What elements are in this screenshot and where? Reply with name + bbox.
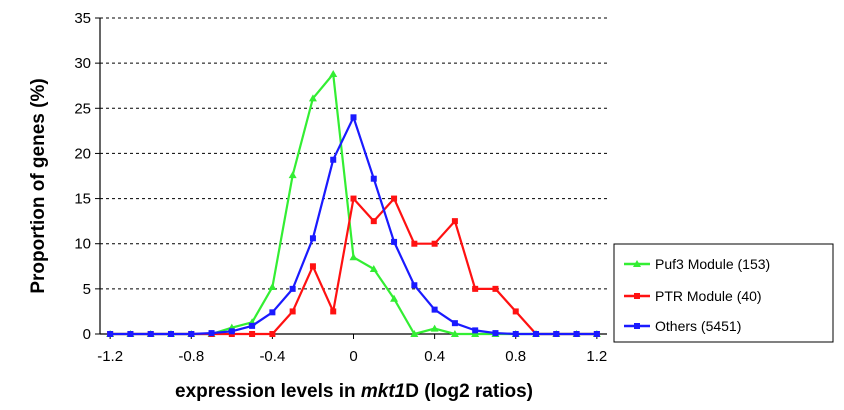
data-point	[451, 320, 458, 327]
data-point	[167, 331, 174, 337]
data-point	[228, 328, 235, 335]
legend-marker-square	[634, 323, 640, 329]
data-point	[369, 264, 378, 272]
x-axis-title-italic: mkt1	[361, 381, 405, 402]
data-point	[107, 331, 114, 337]
series-2	[107, 114, 600, 337]
data-point	[553, 331, 560, 337]
data-point	[512, 308, 519, 315]
legend-label-puf3: Puf3 Module (153)	[655, 256, 770, 272]
data-point	[127, 331, 134, 337]
data-point	[269, 309, 276, 316]
data-point	[309, 235, 316, 242]
data-point	[329, 69, 338, 77]
x-axis-title: expression levels in mkt1D (log2 ratios)	[175, 381, 533, 402]
data-point	[147, 331, 154, 337]
x-tick-label: 1.2	[586, 348, 607, 365]
data-point	[430, 324, 439, 332]
data-point	[411, 240, 418, 247]
data-point	[370, 218, 377, 225]
data-point	[573, 331, 580, 337]
data-point	[391, 195, 398, 202]
data-point	[350, 195, 357, 202]
gridlines	[95, 17, 607, 335]
data-point	[410, 330, 419, 337]
x-tick-label: -0.8	[178, 348, 204, 365]
data-point	[450, 330, 459, 337]
data-point	[431, 240, 438, 247]
legend-marker-triangle	[633, 260, 641, 267]
data-point	[512, 331, 519, 337]
data-point	[269, 331, 276, 337]
data-point	[492, 330, 499, 337]
series-1	[107, 195, 600, 337]
data-point	[249, 322, 256, 329]
data-point	[533, 331, 540, 337]
data-point	[472, 327, 479, 334]
legend-label-ptr: PTR Module (40)	[655, 288, 762, 304]
data-point	[330, 308, 337, 315]
data-point	[268, 283, 277, 291]
data-point	[391, 238, 398, 245]
data-point	[451, 218, 458, 225]
x-axis-title-post: D (log2 ratios)	[405, 381, 533, 402]
legend: Puf3 Module (153) PTR Module (40) Others…	[613, 243, 834, 343]
data-point	[593, 331, 600, 337]
axes	[99, 18, 607, 339]
data-point	[330, 156, 337, 163]
legend-label-others: Others (5451)	[655, 318, 741, 334]
y-tick-label: 5	[83, 281, 91, 298]
y-tick-label: 15	[74, 191, 91, 208]
y-tick-labels: 0 5 10 15 20 25 30 35	[74, 10, 91, 343]
data-point	[208, 330, 215, 337]
x-axis-title-pre: expression levels in	[175, 381, 361, 402]
data-point	[472, 285, 479, 292]
x-tick-label: 0.8	[505, 348, 526, 365]
legend-entry-ptr: PTR Module (40)	[624, 288, 762, 304]
legend-marker-square	[634, 293, 640, 299]
y-tick-label: 25	[74, 100, 91, 117]
x-tick-label: -0.4	[259, 348, 285, 365]
data-point	[349, 253, 358, 261]
data-point	[350, 114, 357, 121]
x-tick-label: 0	[349, 348, 357, 365]
data-point	[188, 331, 195, 337]
legend-box	[613, 243, 834, 343]
data-point	[249, 331, 256, 337]
series-line	[110, 197, 597, 336]
data-point	[308, 94, 317, 102]
legend-entry-others: Others (5451)	[624, 318, 741, 334]
data-point	[289, 308, 296, 315]
x-tick-labels: -1.2 -0.8 -0.4 0 0.4 0.8 1.2	[97, 348, 607, 365]
data-point	[492, 285, 499, 292]
y-axis-title: Proportion of genes (%)	[28, 78, 49, 293]
data-point	[289, 285, 296, 292]
legend-entry-puf3: Puf3 Module (153)	[624, 256, 770, 272]
y-tick-label: 35	[74, 10, 91, 27]
data-point	[431, 306, 438, 313]
data-point	[471, 330, 480, 337]
data-point	[309, 263, 316, 270]
series-layer	[106, 69, 601, 337]
series-line	[110, 116, 597, 336]
data-point	[370, 175, 377, 182]
y-tick-label: 20	[74, 145, 91, 162]
y-tick-label: 30	[74, 55, 91, 72]
y-tick-label: 0	[83, 326, 91, 343]
x-tick-label: -1.2	[97, 348, 123, 365]
x-tick-label: 0.4	[424, 348, 445, 365]
data-point	[411, 282, 418, 289]
data-point	[390, 294, 399, 302]
data-point	[288, 171, 297, 179]
y-tick-label: 10	[74, 236, 91, 253]
